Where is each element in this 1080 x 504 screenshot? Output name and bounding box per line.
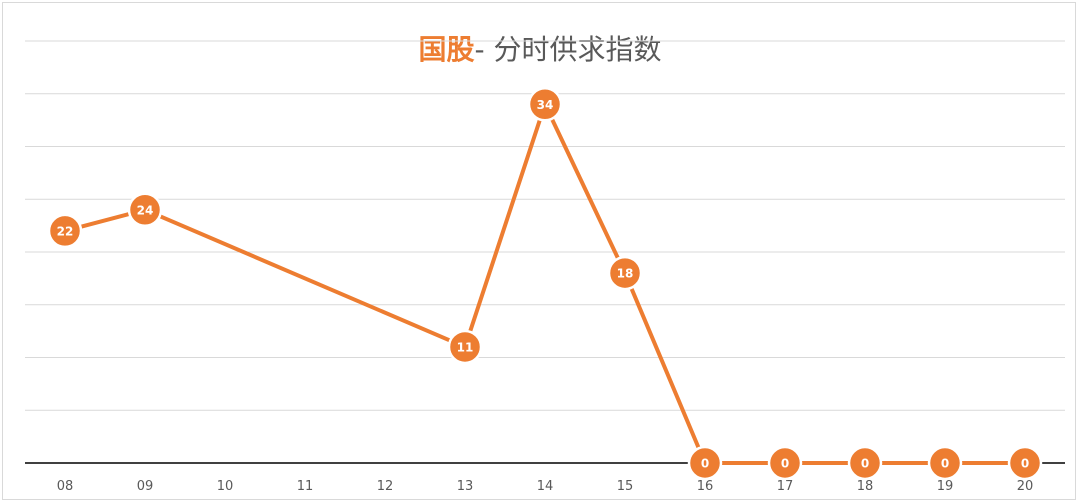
x-tick-label: 12 xyxy=(377,479,394,494)
data-point-marker xyxy=(527,87,563,122)
x-tick-label: 10 xyxy=(217,479,234,494)
data-label: 0 xyxy=(1021,457,1029,471)
data-point-marker xyxy=(447,329,483,365)
data-label: 0 xyxy=(941,457,949,471)
data-label: 0 xyxy=(781,457,789,471)
data-point: 22 xyxy=(47,213,83,249)
data-point: 0 xyxy=(847,445,883,481)
data-point: 0 xyxy=(687,445,723,481)
x-tick-label: 20 xyxy=(1017,479,1034,494)
data-point-marker xyxy=(47,213,83,249)
data-point: 11 xyxy=(447,329,483,365)
x-tick-label: 16 xyxy=(697,479,714,494)
data-point-marker xyxy=(607,255,643,291)
data-point-marker xyxy=(927,445,963,481)
data-point: 0 xyxy=(1007,445,1043,481)
x-tick-label: 13 xyxy=(457,479,474,494)
x-tick-label: 17 xyxy=(777,479,794,494)
data-point: 24 xyxy=(127,192,163,228)
data-label: 11 xyxy=(457,340,474,354)
series-line xyxy=(63,102,1027,465)
data-point: 0 xyxy=(767,445,803,481)
x-tick-labels: 08 09 10 11 12 13 14 15 16 17 18 19 20 xyxy=(57,479,1034,494)
chart-title-rest: - 分时供求指数 xyxy=(475,33,662,66)
data-point-marker xyxy=(847,445,883,481)
data-label: 22 xyxy=(57,224,74,238)
x-tick-label: 15 xyxy=(617,479,634,494)
data-point: 0 xyxy=(927,445,963,481)
data-label: 0 xyxy=(861,457,869,471)
data-markers: 22 24 11 34 18 0 0 0 0 0 xyxy=(47,87,1043,481)
gridlines xyxy=(25,40,1065,411)
data-label: 0 xyxy=(701,457,709,471)
data-point: 34 xyxy=(527,87,563,122)
data-point-marker xyxy=(767,445,803,481)
chart-title-accent: 国股 xyxy=(418,33,474,66)
data-label: 24 xyxy=(137,203,154,217)
line-chart: 国股- 分时供求指数 08 09 10 11 12 13 14 15 16 17 18 19 20 22… xyxy=(25,33,1065,494)
x-tick-label: 14 xyxy=(537,479,554,494)
x-tick-label: 09 xyxy=(137,479,154,494)
x-tick-label: 08 xyxy=(57,479,74,494)
x-tick-label: 19 xyxy=(937,479,954,494)
series-line-group xyxy=(63,102,1027,465)
data-point-marker xyxy=(687,445,723,481)
chart-title: 国股- 分时供求指数 xyxy=(418,33,661,66)
x-tick-label: 18 xyxy=(857,479,874,494)
data-point: 18 xyxy=(607,255,643,291)
x-tick-label: 11 xyxy=(297,479,314,494)
data-point-marker xyxy=(127,192,163,228)
data-label: 18 xyxy=(617,267,634,281)
data-label: 34 xyxy=(537,98,554,112)
data-point-marker xyxy=(1007,445,1043,481)
